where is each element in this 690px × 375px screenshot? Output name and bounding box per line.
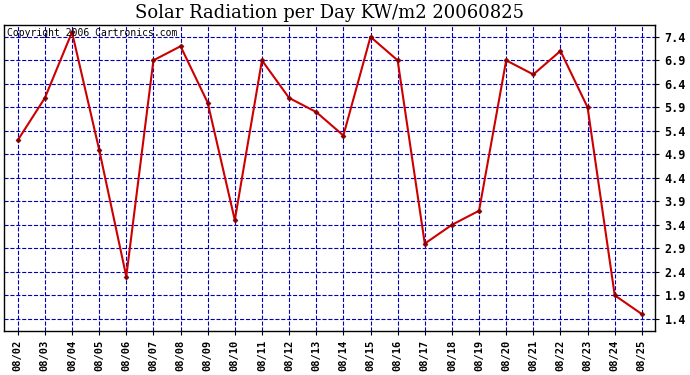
Text: Copyright 2006 Cartronics.com: Copyright 2006 Cartronics.com	[8, 28, 178, 38]
Title: Solar Radiation per Day KW/m2 20060825: Solar Radiation per Day KW/m2 20060825	[135, 4, 524, 22]
